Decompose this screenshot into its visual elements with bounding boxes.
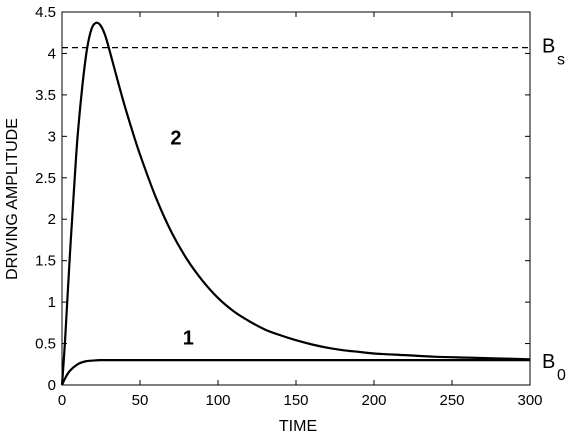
x-tick-label: 50	[132, 392, 149, 409]
y-tick-label: 3	[48, 128, 56, 145]
y-axis-title: DRIVING AMPLITUDE	[4, 118, 21, 280]
reference-label-s: B	[542, 36, 555, 58]
series-line-2	[60, 21, 531, 386]
x-tick-label: 0	[58, 392, 66, 409]
y-tick-label: 2	[48, 211, 56, 228]
curve-label-2: 2	[170, 128, 181, 150]
reference-subscript-0: 0	[557, 367, 566, 384]
x-tick-label: 250	[439, 392, 464, 409]
curve-label-1: 1	[183, 327, 194, 349]
y-tick-label: 1	[48, 294, 56, 311]
reference-label-0: B	[542, 351, 555, 373]
plot-area: 0 50 100 150 200 250 300 0 0.5 1 1.5 2 2.5 3 3.5 4 4.5 Bs…	[35, 4, 566, 409]
y-tick-label: 1.5	[35, 253, 56, 270]
y-tick-label: 2.5	[35, 170, 56, 187]
x-tick-label: 150	[283, 392, 308, 409]
y-tick-label: 0.5	[35, 336, 56, 353]
y-tick-label: 4	[48, 45, 56, 62]
x-tick-label: 200	[361, 392, 386, 409]
y-tick-label: 0	[48, 377, 56, 394]
reference-subscript-s: s	[557, 52, 565, 69]
plot-frame	[61, 11, 531, 386]
series-line-1	[60, 358, 530, 386]
y-tick-label: 3.5	[35, 87, 56, 104]
x-tick-label: 300	[517, 392, 542, 409]
x-tick-label: 100	[205, 392, 230, 409]
x-axis-title: TIME	[279, 418, 317, 435]
y-tick-label: 4.5	[35, 4, 56, 21]
